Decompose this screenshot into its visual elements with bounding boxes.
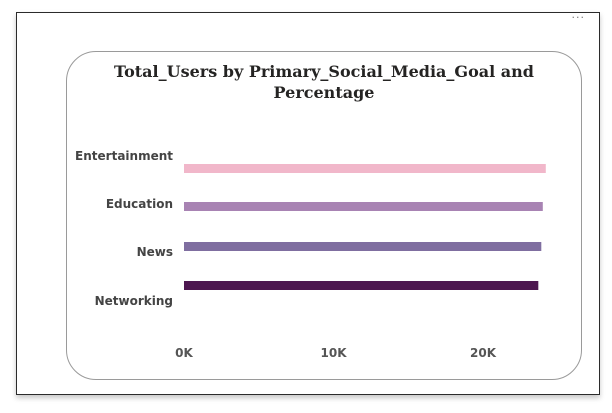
chart-title-line-2: Percentage: [273, 83, 375, 102]
chart-card: Total_Users by Primary_Social_Media_Goal…: [66, 51, 582, 380]
chart-plot-area: Entertainment Education News Networking 0K 10…: [75, 149, 546, 360]
chart-title-line-1: Total_Users by Primary_Social_Media_Goal…: [114, 62, 534, 81]
chart-visual-container: ··· Total_Users by Primary_Social_Media_…: [16, 12, 600, 395]
category-label-education: Education: [106, 197, 173, 211]
bar-education[interactable]: [184, 202, 543, 211]
bar-news[interactable]: [184, 242, 542, 251]
x-tick-label: 20K: [470, 346, 497, 360]
more-options-icon[interactable]: ···: [571, 11, 585, 24]
chart-title: Total_Users by Primary_Social_Media_Goal…: [67, 61, 581, 103]
category-label-news: News: [137, 245, 173, 259]
bar-entertainment[interactable]: [184, 164, 546, 173]
category-label-networking: Networking: [95, 294, 173, 308]
x-tick-label: 10K: [321, 346, 348, 360]
bar-networking[interactable]: [184, 281, 539, 290]
category-label-entertainment: Entertainment: [75, 149, 173, 163]
x-tick-label: 0K: [175, 346, 193, 360]
